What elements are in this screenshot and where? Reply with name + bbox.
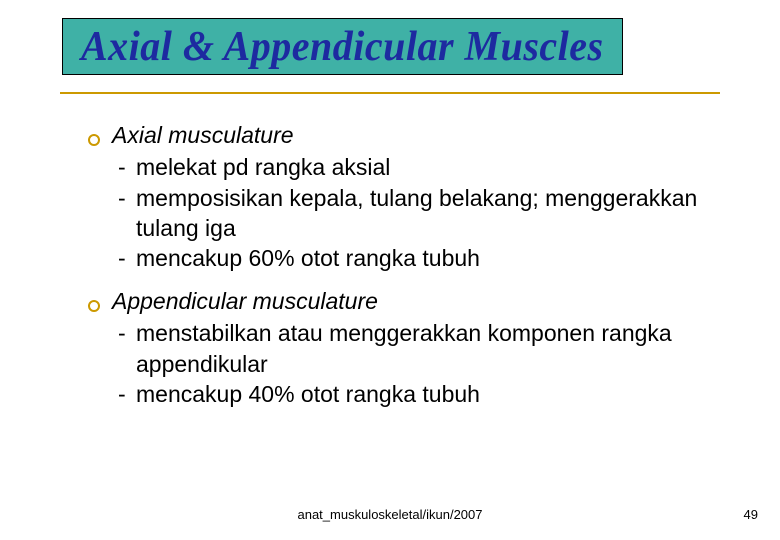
list-item-text: memposisikan kepala, tulang belakang; me… — [136, 183, 708, 244]
dash-icon: - — [118, 243, 136, 273]
list-item-text: melekat pd rangka aksial — [136, 152, 708, 182]
list-item: - menstabilkan atau menggerakkan kompone… — [118, 318, 708, 379]
section-body: - menstabilkan atau menggerakkan kompone… — [118, 318, 708, 409]
list-item: - mencakup 60% otot rangka tubuh — [118, 243, 708, 273]
dash-icon: - — [118, 183, 136, 244]
dash-icon: - — [118, 318, 136, 379]
section-heading-row: Axial musculature — [88, 120, 708, 150]
list-item-text: mencakup 60% otot rangka tubuh — [136, 243, 708, 273]
section-heading-row: Appendicular musculature — [88, 286, 708, 316]
content-area: Axial musculature - melekat pd rangka ak… — [88, 120, 708, 421]
list-item: - melekat pd rangka aksial — [118, 152, 708, 182]
divider-line — [60, 92, 720, 94]
list-item: - memposisikan kepala, tulang belakang; … — [118, 183, 708, 244]
list-item: - mencakup 40% otot rangka tubuh — [118, 379, 708, 409]
title-text: Axial & Appendicular Muscles — [81, 21, 604, 70]
title-banner: Axial & Appendicular Muscles — [62, 18, 623, 75]
page-number: 49 — [744, 507, 758, 522]
list-item-text: mencakup 40% otot rangka tubuh — [136, 379, 708, 409]
circle-bullet-icon — [88, 300, 100, 312]
section-heading: Axial musculature — [112, 120, 294, 150]
section-heading: Appendicular musculature — [112, 286, 378, 316]
dash-icon: - — [118, 152, 136, 182]
footer-text: anat_muskuloskeletal/ikun/2007 — [0, 507, 780, 522]
circle-bullet-icon — [88, 134, 100, 146]
section-body: - melekat pd rangka aksial - memposisika… — [118, 152, 708, 273]
list-item-text: menstabilkan atau menggerakkan komponen … — [136, 318, 708, 379]
dash-icon: - — [118, 379, 136, 409]
